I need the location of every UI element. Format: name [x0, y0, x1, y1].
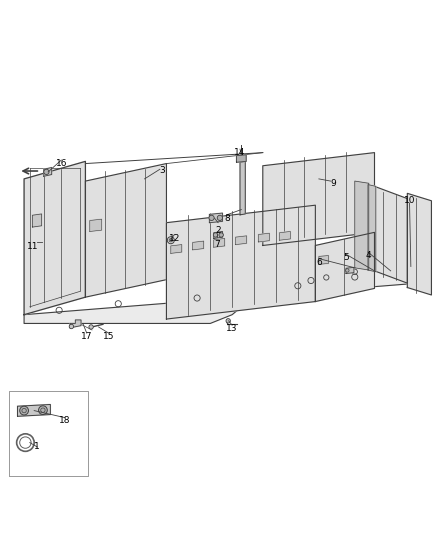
Polygon shape [90, 219, 102, 231]
Text: 3: 3 [159, 166, 165, 175]
Polygon shape [18, 405, 50, 416]
Polygon shape [209, 213, 223, 223]
Polygon shape [346, 268, 354, 273]
Polygon shape [32, 214, 42, 227]
Polygon shape [70, 320, 81, 328]
Polygon shape [214, 231, 223, 238]
Circle shape [209, 215, 214, 221]
Polygon shape [407, 193, 431, 295]
Text: 13: 13 [226, 324, 238, 333]
Circle shape [69, 324, 74, 329]
Text: 18: 18 [59, 416, 71, 425]
Text: 9: 9 [330, 179, 336, 188]
Polygon shape [193, 241, 204, 250]
Text: 6: 6 [316, 257, 322, 266]
Circle shape [20, 406, 28, 415]
Polygon shape [374, 187, 407, 283]
Polygon shape [258, 233, 269, 242]
Polygon shape [85, 164, 166, 297]
Circle shape [346, 269, 349, 272]
Circle shape [217, 215, 223, 221]
Text: 12: 12 [169, 233, 180, 243]
Text: 11: 11 [27, 243, 39, 251]
Polygon shape [240, 161, 245, 215]
Text: 4: 4 [365, 251, 371, 260]
Circle shape [39, 406, 47, 415]
Polygon shape [24, 161, 85, 314]
Text: 7: 7 [214, 240, 220, 249]
Text: 10: 10 [404, 196, 415, 205]
Circle shape [226, 319, 230, 323]
Circle shape [44, 169, 49, 174]
Polygon shape [236, 236, 247, 245]
Circle shape [169, 238, 173, 242]
Circle shape [219, 233, 223, 237]
Text: 2: 2 [215, 226, 221, 235]
Text: 17: 17 [81, 332, 92, 341]
Polygon shape [315, 232, 374, 302]
Polygon shape [263, 152, 374, 246]
Circle shape [89, 325, 93, 329]
Circle shape [213, 233, 218, 237]
Polygon shape [237, 155, 246, 162]
Polygon shape [319, 255, 328, 264]
Text: 5: 5 [343, 253, 349, 262]
Polygon shape [24, 258, 407, 324]
Polygon shape [166, 205, 315, 319]
Polygon shape [214, 238, 225, 247]
Polygon shape [44, 167, 52, 176]
Polygon shape [279, 231, 290, 240]
Polygon shape [368, 184, 376, 272]
Polygon shape [171, 245, 182, 253]
Text: 16: 16 [56, 159, 67, 168]
Text: 1: 1 [34, 441, 40, 450]
Polygon shape [355, 181, 369, 270]
Text: 15: 15 [103, 332, 114, 341]
Text: 8: 8 [224, 214, 230, 223]
Text: 14: 14 [234, 148, 246, 157]
